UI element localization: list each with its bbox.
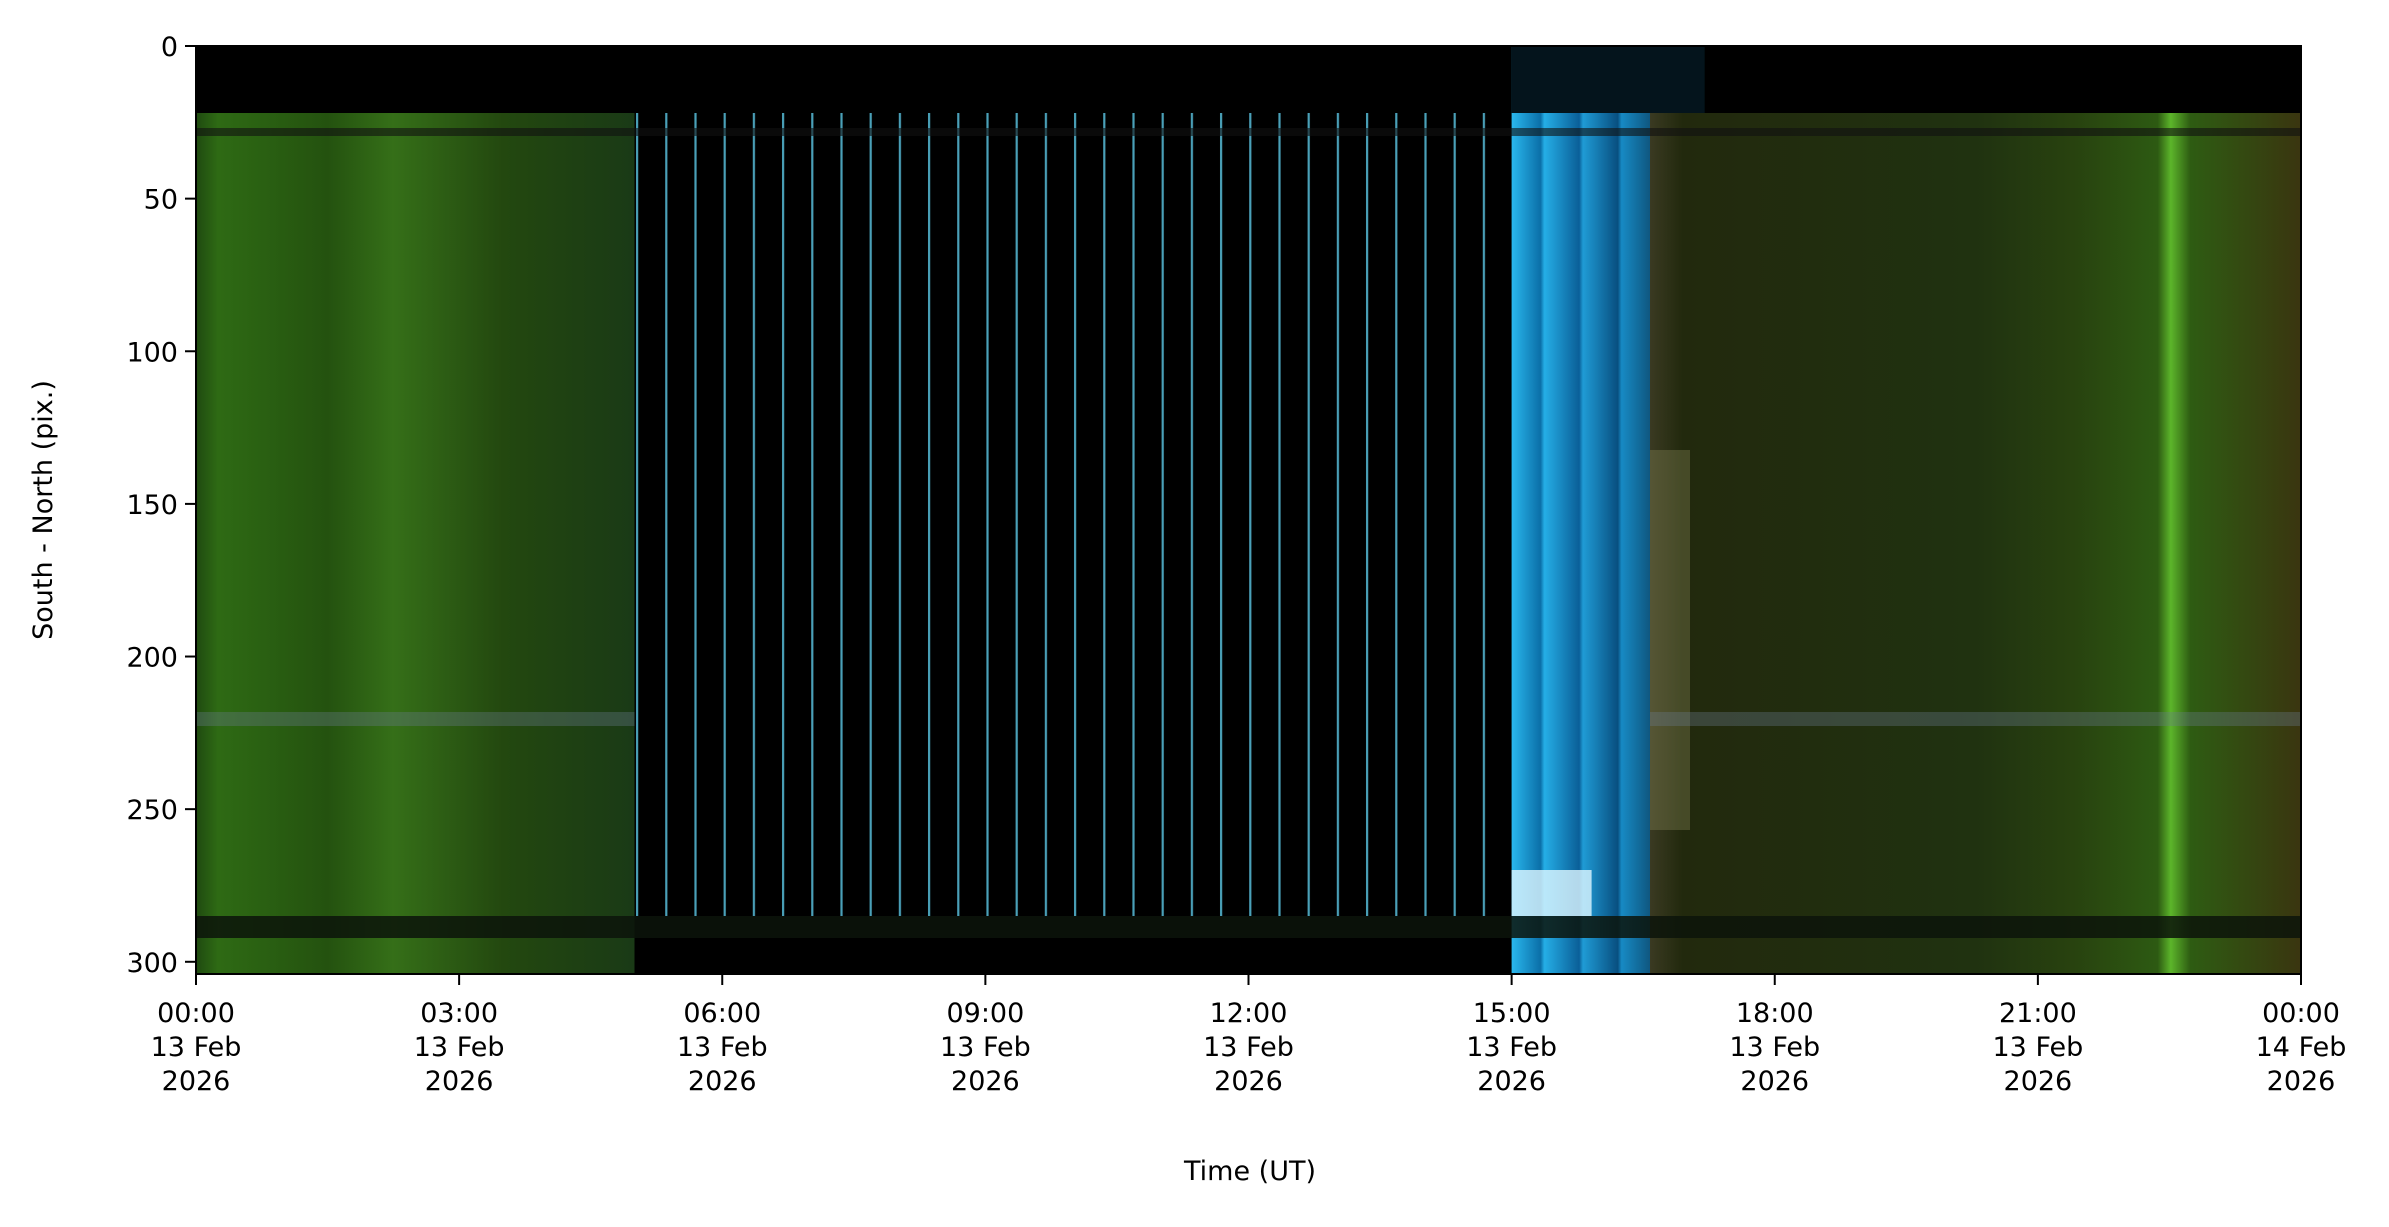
keogram-image: [196, 46, 2301, 974]
y-tick-label: 300: [126, 948, 178, 979]
x-axis-label: Time (UT): [1183, 1156, 1316, 1187]
dark-line: [196, 128, 2301, 136]
x-tick-label: 00:00 13 Feb 2026: [151, 998, 242, 1097]
x-tick-label: 06:00 13 Feb 2026: [677, 998, 768, 1097]
y-axis-label: South - North (pix.): [28, 380, 59, 640]
x-tick-label: 12:00 13 Feb 2026: [1203, 998, 1294, 1097]
faint-arc: [1650, 450, 1690, 830]
green-segment: [196, 113, 635, 974]
x-tick-label: 00:00 14 Feb 2026: [2256, 998, 2347, 1097]
x-tick-label: 15:00 13 Feb 2026: [1466, 998, 1557, 1097]
blue-top: [1511, 46, 1705, 113]
y-tick-label: 50: [144, 185, 178, 216]
y-tick-label: 150: [126, 490, 178, 521]
x-tick-label: 09:00 13 Feb 2026: [940, 998, 1031, 1097]
bright-patch: [1511, 870, 1592, 916]
horizontal-band: [196, 712, 635, 726]
y-tick-label: 0: [161, 32, 178, 63]
striped-segment: [634, 113, 1512, 916]
y-tick-label: 200: [126, 643, 178, 674]
y-tick-label: 250: [126, 795, 178, 826]
horizontal-band: [1650, 712, 2301, 726]
x-tick-label: 18:00 13 Feb 2026: [1729, 998, 1820, 1097]
x-tick-label: 21:00 13 Feb 2026: [1993, 998, 2084, 1097]
x-tick-label: 03:00 13 Feb 2026: [414, 998, 505, 1097]
y-tick-label: 100: [126, 337, 178, 368]
dark-band: [196, 916, 2301, 938]
olive-segment: [1650, 113, 2301, 974]
